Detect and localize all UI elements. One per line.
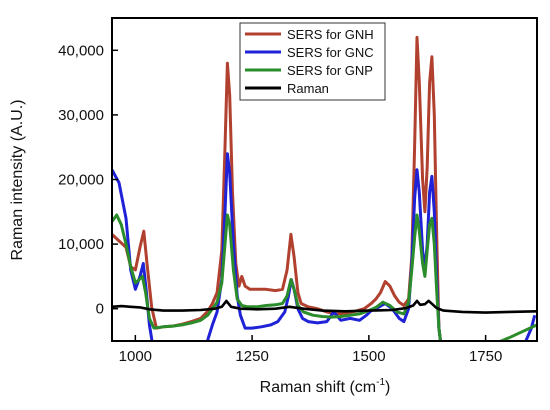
x-tick-label: 1500 bbox=[352, 348, 385, 365]
legend-label: SERS for GNP bbox=[287, 63, 373, 78]
x-tick-label: 1750 bbox=[469, 348, 502, 365]
y-tick-label: 40,000 bbox=[58, 42, 104, 59]
y-tick-label: 0 bbox=[96, 301, 104, 318]
x-tick-label: 1250 bbox=[235, 348, 268, 365]
series-line-sers-for-gnp bbox=[112, 213, 537, 341]
series-layer bbox=[112, 35, 537, 341]
series-line-raman bbox=[112, 299, 537, 314]
x-tick-label: 1000 bbox=[119, 348, 152, 365]
y-tick-label: 10,000 bbox=[58, 236, 104, 253]
legend-label: Raman bbox=[287, 81, 329, 96]
y-axis-ticks: 0 10,000 20,000 30,000 40,000 bbox=[58, 42, 118, 318]
series-line-sers-for-gnc bbox=[112, 152, 537, 341]
x-axis-title: Raman shift (cm-1) bbox=[260, 377, 391, 396]
y-tick-label: 30,000 bbox=[58, 107, 104, 124]
legend-label: SERS for GNC bbox=[287, 45, 374, 60]
legend: SERS for GNH SERS for GNC SERS for GNP Rama… bbox=[239, 22, 386, 101]
y-tick-label: 20,000 bbox=[58, 172, 104, 189]
y-axis-title: Raman intensity (A.U.) bbox=[9, 100, 26, 261]
legend-label: SERS for GNH bbox=[287, 27, 374, 42]
x-axis-ticks: 1000 1250 1500 1750 bbox=[119, 335, 502, 365]
